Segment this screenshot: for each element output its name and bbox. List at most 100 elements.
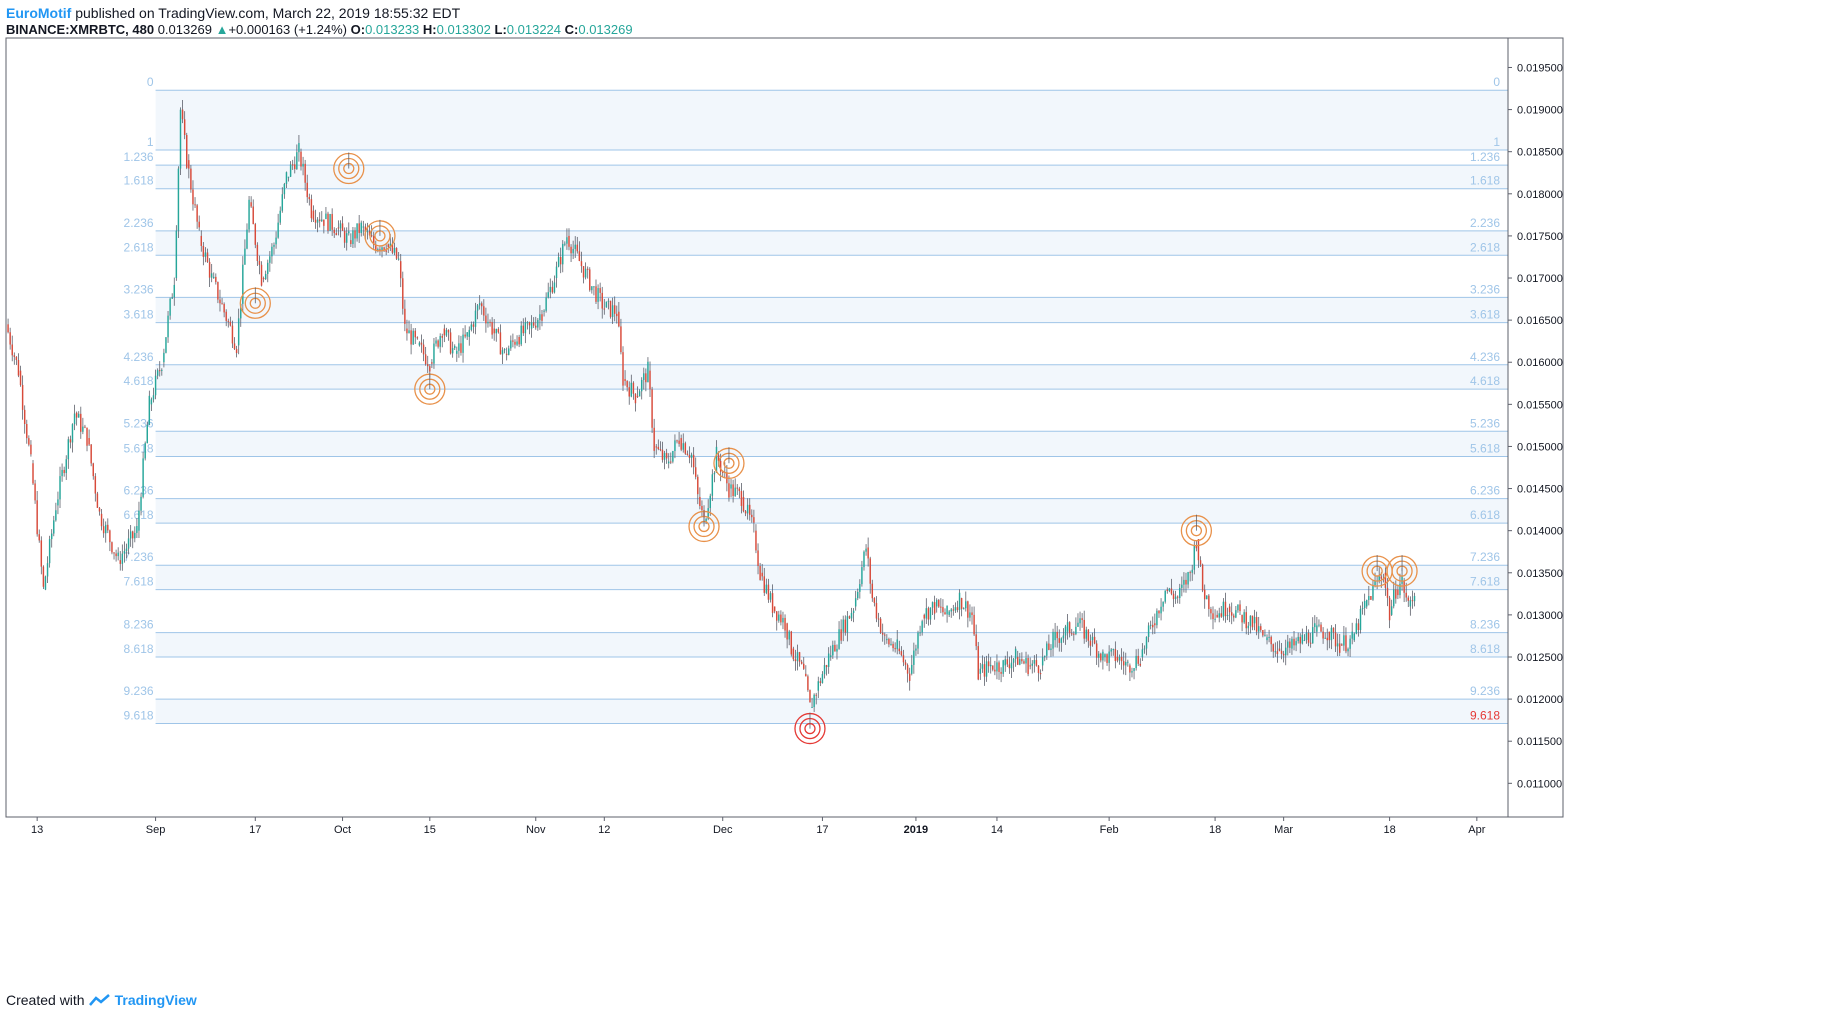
- candle-down: [364, 226, 367, 232]
- candle-up: [144, 443, 146, 459]
- candle-down: [98, 507, 101, 512]
- author-link[interactable]: EuroMotif: [6, 5, 72, 21]
- open-value: 0.013233: [365, 22, 420, 37]
- candle-up: [672, 450, 674, 462]
- candle-down: [190, 168, 192, 190]
- candle-up: [842, 619, 844, 632]
- fib-level-label-left: 5.618: [124, 442, 154, 456]
- candle-up: [545, 297, 547, 311]
- candle-down: [994, 669, 996, 672]
- x-tick-label: Oct: [334, 824, 351, 836]
- candle-down: [1251, 615, 1254, 628]
- candle-down: [464, 334, 466, 337]
- candle-up: [1257, 626, 1260, 632]
- x-tick-label: Feb: [1100, 824, 1119, 836]
- fib-level-label-right: 6.236: [1470, 484, 1500, 498]
- y-tick-label: 0.016500: [1517, 315, 1563, 327]
- candle-down: [497, 328, 500, 333]
- candle-down: [331, 214, 333, 230]
- candle-down: [1334, 632, 1337, 647]
- candle-down: [655, 446, 657, 448]
- x-tick-label: Dec: [713, 824, 733, 836]
- candle-up: [1010, 662, 1013, 669]
- tradingview-logo-icon: [88, 994, 110, 1006]
- candle-down: [601, 292, 603, 309]
- candle-down: [1158, 610, 1160, 614]
- fib-level-label-left: 9.236: [124, 684, 154, 698]
- candle-down: [1197, 539, 1200, 561]
- candle-up: [73, 413, 76, 425]
- y-tick-label: 0.013000: [1517, 610, 1563, 622]
- candle-down: [42, 566, 45, 587]
- candle-up: [690, 454, 693, 458]
- candle-down: [250, 202, 252, 207]
- candle-up: [339, 223, 342, 229]
- fib-level-label-left: 7.236: [124, 550, 154, 564]
- candle-up: [854, 598, 857, 607]
- fib-level-label-left: 1: [147, 135, 154, 149]
- candle-up: [1044, 655, 1046, 658]
- candle-down: [1006, 659, 1009, 665]
- candle-down: [481, 303, 483, 307]
- fib-level-label-right: 8.618: [1470, 642, 1500, 656]
- candle-down: [790, 631, 793, 655]
- candle-down: [96, 493, 99, 508]
- candle-down: [368, 231, 371, 236]
- candle-down: [923, 614, 925, 619]
- candle-up: [273, 244, 275, 247]
- candle-up: [1318, 624, 1320, 626]
- candle-up: [82, 426, 84, 432]
- candle-up: [478, 303, 481, 306]
- x-tick-label: Apr: [1468, 824, 1485, 836]
- candle-up: [913, 650, 915, 665]
- candle-up: [572, 248, 574, 254]
- candle-up: [711, 474, 714, 496]
- candle-up: [574, 244, 576, 249]
- candle-down: [894, 648, 896, 650]
- candle-up: [682, 443, 684, 450]
- candle-down: [63, 469, 65, 474]
- candle-down: [227, 320, 230, 322]
- candle-up: [564, 243, 566, 245]
- candle-up: [863, 551, 865, 568]
- candle-up: [1164, 590, 1166, 602]
- fib-level-label-left: 8.618: [124, 642, 154, 656]
- candle-down: [1087, 629, 1090, 641]
- candle-down: [310, 199, 313, 219]
- candle-up: [246, 229, 248, 249]
- candle-up: [1247, 625, 1250, 629]
- candle-down: [1220, 613, 1223, 617]
- candle-down: [7, 324, 9, 333]
- candle-down: [387, 244, 389, 247]
- candle-down: [834, 644, 836, 652]
- candle-up: [366, 231, 369, 233]
- candle-down: [30, 444, 32, 455]
- candle-down: [1137, 655, 1139, 664]
- candle-up: [890, 643, 892, 645]
- candle-down: [740, 491, 743, 506]
- candle-down: [233, 343, 236, 349]
- candle-up: [746, 504, 749, 514]
- candle-down: [840, 629, 842, 641]
- candle-up: [1253, 617, 1256, 624]
- candle-down: [21, 384, 24, 410]
- candle-down: [231, 325, 234, 344]
- candle-down: [694, 467, 697, 477]
- candle-up: [1181, 584, 1183, 588]
- candle-down: [1260, 626, 1262, 631]
- fib-level-label-left: 9.618: [124, 709, 154, 723]
- y-tick-label: 0.015000: [1517, 441, 1563, 453]
- candle-down: [906, 664, 909, 674]
- fib-level-label-left: 8.236: [124, 618, 154, 632]
- candle-down: [424, 354, 427, 365]
- candle-down: [198, 221, 200, 228]
- candle-down: [1397, 589, 1399, 596]
- candle-down: [784, 617, 786, 631]
- candle-down: [848, 616, 851, 619]
- candle-up: [530, 322, 533, 329]
- tradingview-brand[interactable]: TradingView: [114, 992, 197, 1008]
- candle-up: [321, 219, 323, 222]
- candle-down: [1282, 653, 1285, 656]
- highlight-circle: [414, 373, 446, 405]
